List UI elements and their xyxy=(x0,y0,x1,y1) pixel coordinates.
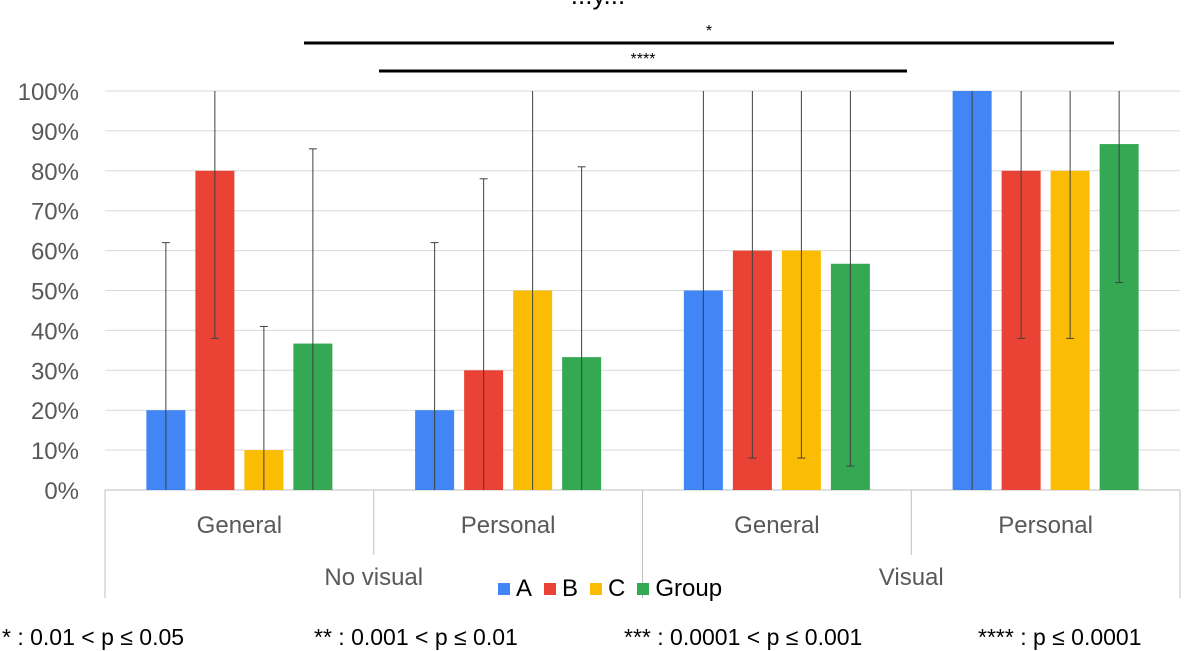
x-category-label: General xyxy=(197,512,282,539)
legend-item-group: Group xyxy=(637,575,722,603)
y-tick-label: 30% xyxy=(31,358,79,385)
legend-item-b: B xyxy=(544,575,578,603)
legend-label-b: B xyxy=(562,575,579,602)
legend-label-group: Group xyxy=(655,575,723,602)
legend-item-c: C xyxy=(590,575,625,603)
x-group-label: Visual xyxy=(879,564,944,591)
legend-swatch-group xyxy=(637,583,650,595)
footnote-three-star: *** : 0.0001 < p ≤ 0.001 xyxy=(624,624,863,650)
y-tick-label: 50% xyxy=(31,279,79,306)
footnote-two-star: ** : 0.001 < p ≤ 0.01 xyxy=(314,624,518,650)
x-category-label: General xyxy=(734,512,819,539)
y-tick-label: 10% xyxy=(31,438,79,465)
legend: A B C Group xyxy=(498,575,734,603)
legend-item-a: A xyxy=(498,575,532,603)
y-tick-label: 40% xyxy=(31,318,79,345)
legend-swatch-b xyxy=(544,583,557,595)
y-tick-label: 100% xyxy=(18,79,79,106)
chart-title: ...y... xyxy=(571,0,625,10)
x-category-label: Personal xyxy=(461,512,556,539)
footnote-four-star: **** : p ≤ 0.0001 xyxy=(978,624,1142,650)
x-group-label: No visual xyxy=(324,564,423,591)
significance-label: * xyxy=(706,23,712,40)
legend-swatch-c xyxy=(590,583,603,595)
legend-label-a: A xyxy=(516,575,533,602)
y-tick-label: 0% xyxy=(44,478,79,505)
y-tick-label: 90% xyxy=(31,119,79,146)
y-tick-label: 80% xyxy=(31,159,79,186)
x-category-label: Personal xyxy=(998,512,1093,539)
legend-swatch-a xyxy=(498,583,510,595)
y-tick-label: 60% xyxy=(31,239,79,266)
legend-label-c: C xyxy=(608,575,626,602)
footnote-one-star: * : 0.01 < p ≤ 0.05 xyxy=(2,624,185,650)
y-tick-label: 70% xyxy=(31,199,79,226)
y-tick-label: 20% xyxy=(31,398,79,425)
significance-label: **** xyxy=(631,51,656,68)
